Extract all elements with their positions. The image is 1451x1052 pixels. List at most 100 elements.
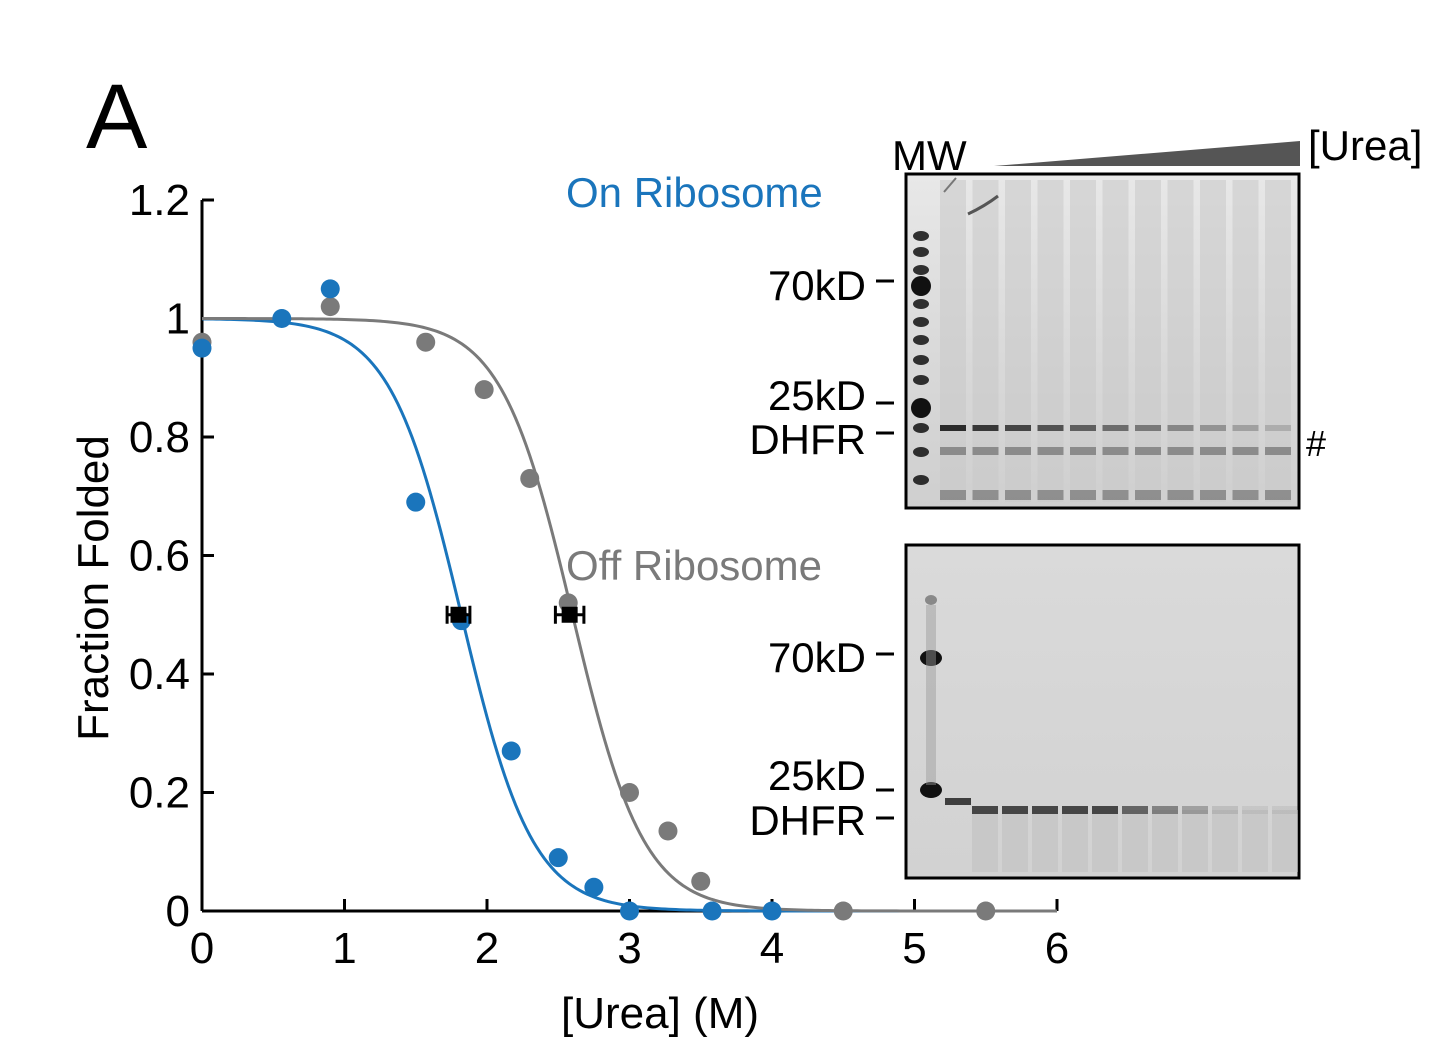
- gel-band-faint: [1200, 490, 1226, 500]
- ladder-band: [913, 335, 929, 345]
- gel-band-lower: [940, 447, 966, 455]
- gel-band-dhfr: [1200, 425, 1226, 431]
- data-point-series-0: [762, 901, 782, 921]
- ladder-band: [913, 447, 929, 457]
- gel-band-lower: [972, 447, 999, 455]
- gel-band-dhfr: [1265, 425, 1291, 431]
- gel-lane: [1062, 810, 1088, 872]
- gel-band-dhfr: [1062, 806, 1088, 814]
- gel-band-lower: [1037, 447, 1064, 455]
- y-tick-label: 1: [166, 295, 190, 344]
- panel-letter: A: [86, 66, 148, 168]
- x-tick-label: 0: [190, 924, 214, 973]
- data-point-series-0: [620, 901, 639, 921]
- gel-band-dhfr: [1002, 806, 1028, 814]
- gel-band-dhfr: [972, 806, 998, 814]
- x-tick-label: 2: [475, 924, 499, 973]
- gel-band-dhfr: [1005, 425, 1031, 431]
- gel-band-faint: [940, 490, 966, 500]
- gel-bottom-ladder: [920, 595, 942, 798]
- gel-band-lower: [1232, 447, 1259, 455]
- y-tick-label: 0.8: [129, 413, 190, 462]
- data-point-series-0: [702, 901, 722, 921]
- ladder-band: [911, 276, 931, 296]
- series-label-off-ribosome: Off Ribosome: [566, 542, 822, 589]
- ladder-band: [913, 247, 929, 257]
- gel-band-dhfr: [1135, 425, 1161, 431]
- y-axis-label: Fraction Folded: [69, 435, 118, 741]
- urea-label: [Urea]: [1308, 122, 1422, 169]
- gel-band-lower: [1167, 447, 1194, 455]
- ladder-band: [913, 231, 929, 241]
- data-point-series-1: [416, 332, 436, 352]
- gel-band-dhfr: [1182, 806, 1208, 814]
- gel-band-faint: [1102, 490, 1129, 500]
- gel-bottom-marker-70kd: 70kD: [768, 634, 866, 681]
- midpoint-markers: [445, 605, 586, 624]
- gel-lane: [1152, 810, 1178, 872]
- gel-band-dhfr: [1152, 806, 1178, 814]
- x-tick-label: 1: [332, 924, 356, 973]
- gel-band-dhfr: [1212, 806, 1238, 814]
- ladder-band: [920, 782, 942, 798]
- gel-band-dhfr: [1167, 425, 1194, 431]
- data-point-series-1: [620, 783, 639, 802]
- gel-band-dhfr: [1242, 806, 1268, 814]
- data-point-series-1: [658, 821, 678, 841]
- ladder-band: [911, 398, 931, 418]
- ladder-band: [913, 317, 929, 327]
- gel-band-faint: [1037, 490, 1064, 500]
- ladder-band: [913, 423, 929, 433]
- gel-band-dhfr: [945, 798, 971, 805]
- gel-band-faint: [1167, 490, 1194, 500]
- gel-band-lower: [1200, 447, 1226, 455]
- y-tick-label: 0.6: [129, 532, 190, 581]
- data-point-series-0: [584, 877, 604, 897]
- y-tick-label: 0: [166, 887, 190, 936]
- gel-top-marker-25kd: 25kD: [768, 372, 866, 419]
- gel-band-lower: [1102, 447, 1129, 455]
- midpoint-marker: [450, 606, 467, 623]
- gel-top-marker-70kd: 70kD: [768, 262, 866, 309]
- urea-gradient-wedge: [994, 141, 1300, 166]
- data-point-series-1: [833, 901, 853, 921]
- data-points: [192, 279, 996, 921]
- data-point-series-1: [691, 871, 711, 891]
- gel-bottom-lanes: [945, 798, 1298, 872]
- gel-lane: [1092, 810, 1118, 872]
- gel-lane: [1212, 810, 1238, 872]
- x-axis-label: [Urea] (M): [561, 989, 759, 1038]
- gel-band-faint: [1135, 490, 1161, 500]
- data-point-series-0: [501, 741, 521, 761]
- gel-band-faint: [972, 490, 999, 500]
- data-point-series-1: [474, 380, 494, 400]
- ladder-band: [913, 299, 929, 309]
- gel-lane: [1242, 810, 1268, 872]
- x-ticks: 0 1 2 3 4 5 6: [190, 899, 1069, 973]
- y-tick-label: 0.4: [129, 650, 190, 699]
- gel-lane: [1122, 810, 1148, 872]
- gel-lane: [972, 810, 998, 872]
- gel-top-lanes: [940, 180, 1291, 502]
- data-point-series-1: [520, 468, 540, 488]
- gel-band-dhfr: [940, 425, 966, 431]
- y-tick-label: 1.2: [129, 176, 190, 225]
- gel-band-faint: [1265, 490, 1291, 500]
- mw-label: MW: [892, 132, 967, 179]
- gel-top-ladder: [911, 231, 931, 485]
- gel-band-lower: [1005, 447, 1031, 455]
- data-point-series-1: [976, 901, 996, 921]
- gel-band-dhfr: [1102, 425, 1129, 431]
- series-label-on-ribosome: On Ribosome: [566, 169, 823, 216]
- data-point-series-0: [320, 279, 340, 299]
- data-point-series-1: [320, 297, 340, 317]
- x-tick-label: 4: [760, 924, 784, 973]
- y-ticks: 0 0.2 0.4 0.6 0.8 1 1.2: [129, 176, 214, 936]
- gel-top-hash-label: #: [1306, 423, 1326, 464]
- gel-bottom-marker-25kd: 25kD: [768, 752, 866, 799]
- data-point-series-0: [272, 309, 292, 328]
- gel-lane: [1182, 810, 1208, 872]
- x-tick-label: 3: [617, 924, 641, 973]
- gel-top-marker-dhfr: DHFR: [749, 416, 866, 463]
